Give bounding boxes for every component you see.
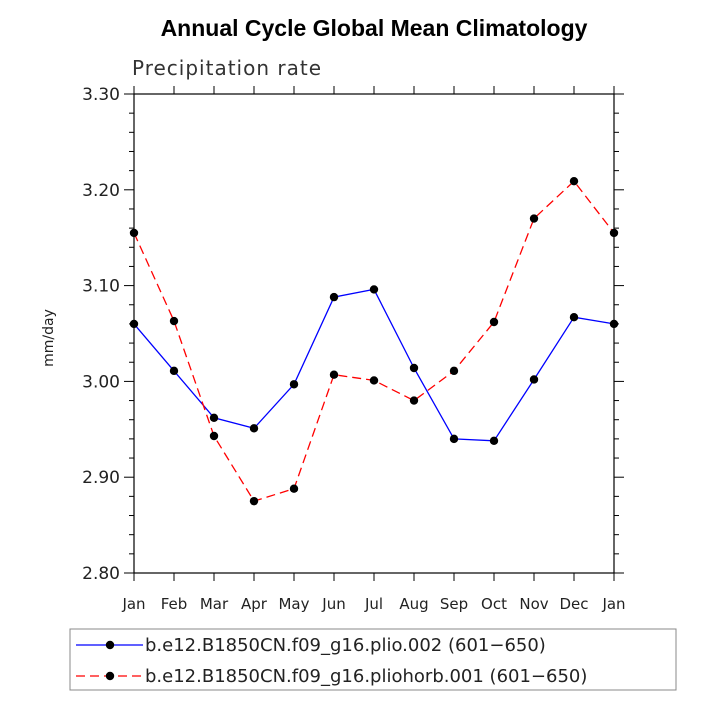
series-2-point (249, 496, 259, 506)
x-tick-label: May (278, 595, 309, 613)
series-2-point (169, 316, 179, 326)
series-2-point (209, 431, 219, 441)
series-1-point (409, 363, 419, 373)
x-tick-label: Oct (481, 595, 507, 613)
legend-marker-series-2 (105, 671, 115, 681)
series-1-point (449, 434, 459, 444)
series-1-point (209, 413, 219, 423)
series-2-point (369, 376, 379, 385)
series-1-point (129, 319, 139, 329)
series-layer (129, 176, 619, 506)
x-tick-label: Dec (559, 595, 588, 613)
x-tick-label: Mar (200, 595, 229, 613)
y-tick-label: 3.00 (82, 372, 120, 392)
series-1-point (489, 436, 499, 445)
y-tick-label: 2.90 (82, 468, 120, 488)
x-tick-label: Nov (519, 595, 548, 613)
x-tick-label: Jul (364, 595, 383, 613)
series-1-point (369, 285, 379, 294)
legend-marker-series-1 (105, 640, 115, 650)
series-2-point (329, 370, 339, 379)
series-1-point (169, 366, 179, 376)
x-tick-label: Sep (440, 595, 468, 613)
series-2-point (129, 228, 139, 238)
series-1-point (249, 424, 259, 433)
series-1-point (329, 292, 339, 302)
x-tick-label: Jun (321, 595, 345, 613)
x-tick-label: Apr (241, 595, 268, 613)
x-tick-label: Aug (399, 595, 428, 613)
series-2-point (449, 366, 459, 376)
chart-subtitle: Precipitation rate (132, 56, 322, 80)
series-line-1 (133, 288, 615, 442)
series-2-point (289, 484, 299, 493)
series-1-point (289, 380, 299, 389)
legend: b.e12.B1850CN.f09_g16.plio.002 (601−650)… (69, 628, 677, 691)
series-2-point (409, 396, 419, 405)
y-tick-label: 3.20 (82, 181, 120, 201)
axes: 2.80 2.90 3.00 3.10 3.20 3.30 Jan Feb Mar Apr May J… (82, 85, 625, 613)
series-1-point (609, 319, 619, 329)
x-tick-label: Jan (121, 595, 145, 613)
series-2-point (569, 176, 579, 186)
series-1-point (569, 313, 579, 322)
series-2-point (609, 228, 619, 238)
legend-label-series-1: b.e12.B1850CN.f09_g16.plio.002 (601−650) (145, 635, 546, 656)
y-tick-label: 3.30 (82, 85, 120, 105)
chart-title: Annual Cycle Global Mean Climatology (161, 15, 588, 41)
plot-frame (133, 93, 615, 574)
series-1-point (529, 375, 539, 384)
series-2-point (529, 214, 539, 223)
x-tick-label: Feb (161, 595, 188, 613)
y-axis-label: mm/day (41, 309, 57, 367)
legend-label-series-2: b.e12.B1850CN.f09_g16.pliohorb.001 (601−… (145, 666, 587, 687)
y-tick-label: 2.80 (82, 564, 120, 584)
series-line-2 (133, 180, 615, 502)
legend-box (69, 628, 677, 691)
series-2-point (489, 317, 499, 327)
x-tick-label: Jan (601, 595, 625, 613)
y-tick-label: 3.10 (82, 277, 120, 297)
